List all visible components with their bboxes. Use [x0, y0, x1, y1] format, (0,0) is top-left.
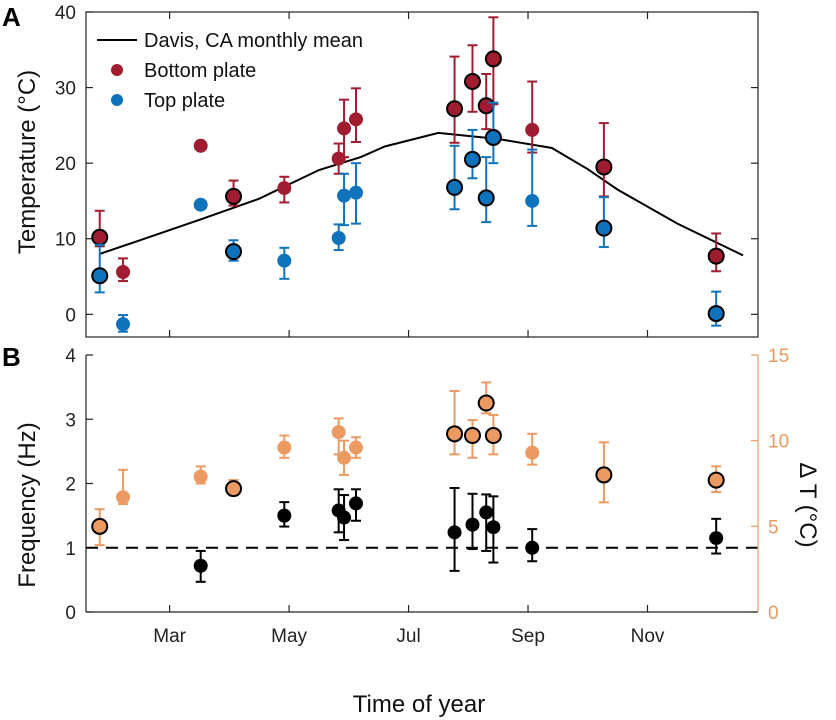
panel-a-label: A [2, 2, 21, 32]
top-plate-point [446, 178, 464, 196]
top-plate-point [225, 243, 243, 261]
panel-a-y-tick-label: 40 [55, 3, 76, 24]
bottom-plate-point [595, 158, 613, 176]
panel-a-y-tick-label: 0 [65, 305, 76, 326]
x-tick-label: Nov [631, 626, 665, 647]
panel-a-y-tick-label: 20 [55, 154, 76, 175]
top-plate-point [116, 317, 131, 332]
delta-t-point [91, 517, 109, 535]
x-tick-label: Sep [511, 626, 545, 647]
top-plate-point [484, 128, 502, 146]
panel-a: A Temperature (°C) 0 10 20 30 40 Davis, CA m… [2, 2, 759, 338]
panel-b-points [91, 381, 725, 583]
panel-b-right-y-tick-label: 15 [768, 346, 789, 367]
top-plate-point [277, 253, 292, 268]
frequency-point [479, 505, 494, 520]
panel-b: B Frequency (Hz) Δ T (°C) 0 1 2 3 4 0 5 10 15 M… [2, 342, 821, 647]
top-plate-point [331, 230, 346, 245]
frequency-point [447, 525, 462, 540]
legend-bottom-plate-label: Bottom plate [144, 60, 256, 82]
delta-t-point [477, 394, 495, 412]
delta-t-point [337, 450, 352, 465]
frequency-point [193, 558, 208, 573]
bottom-plate-point [707, 247, 725, 265]
bottom-plate-point [477, 97, 495, 115]
bottom-plate-point [116, 265, 131, 279]
legend: Davis, CA monthly mean Bottom plate Top … [97, 30, 363, 112]
panel-b-y-axis-title: Frequency (Hz) [14, 422, 41, 587]
legend-top-plate-label: Top plate [144, 90, 225, 112]
panel-a-y-tick-label: 30 [55, 79, 76, 100]
panel-b-y-ticks: 0 1 2 3 4 [65, 346, 93, 624]
panel-b-x-ticks: Mar May Jul Sep Nov [153, 605, 665, 647]
delta-t-point [446, 425, 464, 443]
panel-b-y-tick-label: 1 [65, 539, 76, 560]
panel-b-label: B [2, 342, 21, 372]
bottom-plate-point [484, 50, 502, 68]
delta-t-point [116, 490, 131, 505]
delta-t-point [348, 440, 363, 455]
delta-t-point [707, 471, 725, 489]
delta-t-point [484, 427, 502, 445]
frequency-point [465, 517, 480, 532]
panel-a-frame [85, 11, 759, 338]
x-tick-label: Jul [396, 626, 420, 647]
bottom-plate-point [463, 73, 481, 91]
x-tick-label: May [271, 626, 307, 647]
top-plate-point [348, 185, 363, 200]
frequency-point [277, 508, 292, 523]
delta-t-point [525, 445, 540, 460]
panel-b-right-y-tick-label: 0 [768, 603, 779, 624]
panel-a-x-ticks [169, 12, 649, 337]
legend-top-plate-swatch [111, 94, 123, 106]
legend-bottom-plate-swatch [111, 64, 123, 76]
panel-b-y-tick-label: 3 [65, 410, 76, 431]
delta-t-point [331, 425, 346, 440]
top-plate-point [337, 188, 352, 203]
panel-b-y-tick-label: 2 [65, 475, 76, 496]
panel-a-y-tick-label: 10 [55, 230, 76, 251]
top-plate-point [193, 197, 208, 212]
panel-a-y-axis-title: Temperature (°C) [14, 70, 41, 254]
panel-a-points [91, 16, 725, 333]
top-plate-point [477, 189, 495, 207]
delta-t-point [595, 466, 613, 484]
bottom-plate-point [91, 228, 109, 246]
top-plate-point [525, 193, 540, 208]
panel-b-right-axis-title: Δ T (°C) [794, 462, 821, 547]
bottom-plate-point [225, 187, 243, 205]
bottom-plate-point [193, 138, 208, 153]
top-plate-point [463, 150, 481, 168]
delta-t-point [463, 427, 481, 445]
frequency-point [486, 520, 501, 535]
frequency-point [709, 531, 724, 546]
frequency-point [337, 510, 352, 525]
panel-b-y-tick-label: 4 [65, 346, 76, 367]
x-tick-label: Mar [153, 626, 186, 647]
delta-t-point [225, 480, 243, 498]
bottom-plate-point [348, 112, 363, 127]
bottom-plate-point [337, 121, 352, 136]
delta-t-point [193, 469, 208, 484]
panel-b-right-y-tick-label: 5 [768, 517, 779, 538]
frequency-point [348, 496, 363, 511]
bottom-plate-point [331, 151, 346, 166]
x-axis-title: Time of year [353, 691, 485, 718]
delta-t-point [277, 440, 292, 455]
frequency-point [525, 540, 540, 555]
legend-mean-label: Davis, CA monthly mean [144, 30, 363, 52]
panel-a-y-ticks: 0 10 20 30 40 [55, 3, 758, 326]
bottom-plate-point [277, 181, 292, 196]
panel-b-right-y-tick-label: 10 [768, 432, 789, 453]
top-plate-point [91, 267, 109, 285]
davis-monthly-mean-line [99, 131, 744, 257]
top-plate-point [707, 305, 725, 323]
panel-b-y-tick-label: 0 [65, 603, 76, 624]
panel-b-right-y-ticks: 0 5 10 15 [751, 346, 789, 624]
top-plate-point [595, 219, 613, 237]
bottom-plate-point [446, 100, 464, 118]
bottom-plate-point [525, 122, 540, 137]
